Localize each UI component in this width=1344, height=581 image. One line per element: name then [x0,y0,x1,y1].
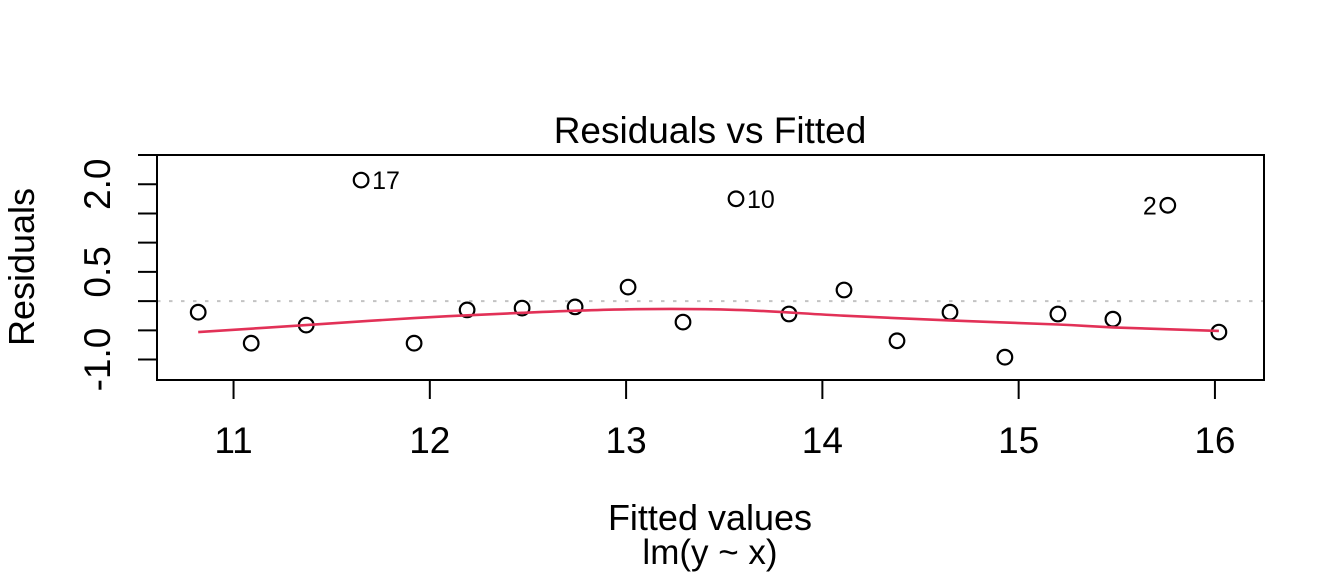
data-point [674,313,692,331]
x-tick-label: 15 [998,420,1039,461]
data-point [1210,323,1228,341]
data-point [1104,310,1122,328]
y-tick-label: 2.0 [77,159,118,210]
data-point [1049,305,1067,323]
x-tick-label: 11 [214,420,252,461]
data-point [888,332,906,350]
y-tick-label: 0.5 [77,246,118,297]
point-label: 17 [372,167,400,195]
data-point [405,334,423,352]
chart-title: Residuals vs Fitted [554,110,867,151]
x-axis-label: Fitted values [608,497,812,538]
plot-box [156,154,1265,381]
data-point [458,301,476,319]
y-tick-label: -1.0 [77,328,118,392]
data-point [566,298,584,316]
data-point [242,334,260,352]
x-tick-label: 12 [409,420,450,461]
point-label: 2 [1143,192,1157,220]
x-tick-label: 14 [802,420,843,461]
x-tick-label: 13 [606,420,647,461]
y-axis-label: Residuals [1,188,42,346]
x-tick-label: 16 [1194,420,1235,461]
model-formula-label: lm(y ~ x) [642,533,777,572]
data-point [352,171,370,189]
data-point [941,303,959,321]
point-label: 10 [747,186,775,214]
chart-generated-layer: 11 12 13 14 15 16 -1.0 0.5 2.0 17 10 2 [77,154,1265,461]
data-point [513,299,531,317]
smooth-line [198,307,1219,334]
data-point [727,190,745,208]
data-point [1159,196,1177,214]
data-point [835,281,853,299]
data-point [189,303,207,321]
data-point [619,278,637,296]
data-point [996,348,1014,366]
